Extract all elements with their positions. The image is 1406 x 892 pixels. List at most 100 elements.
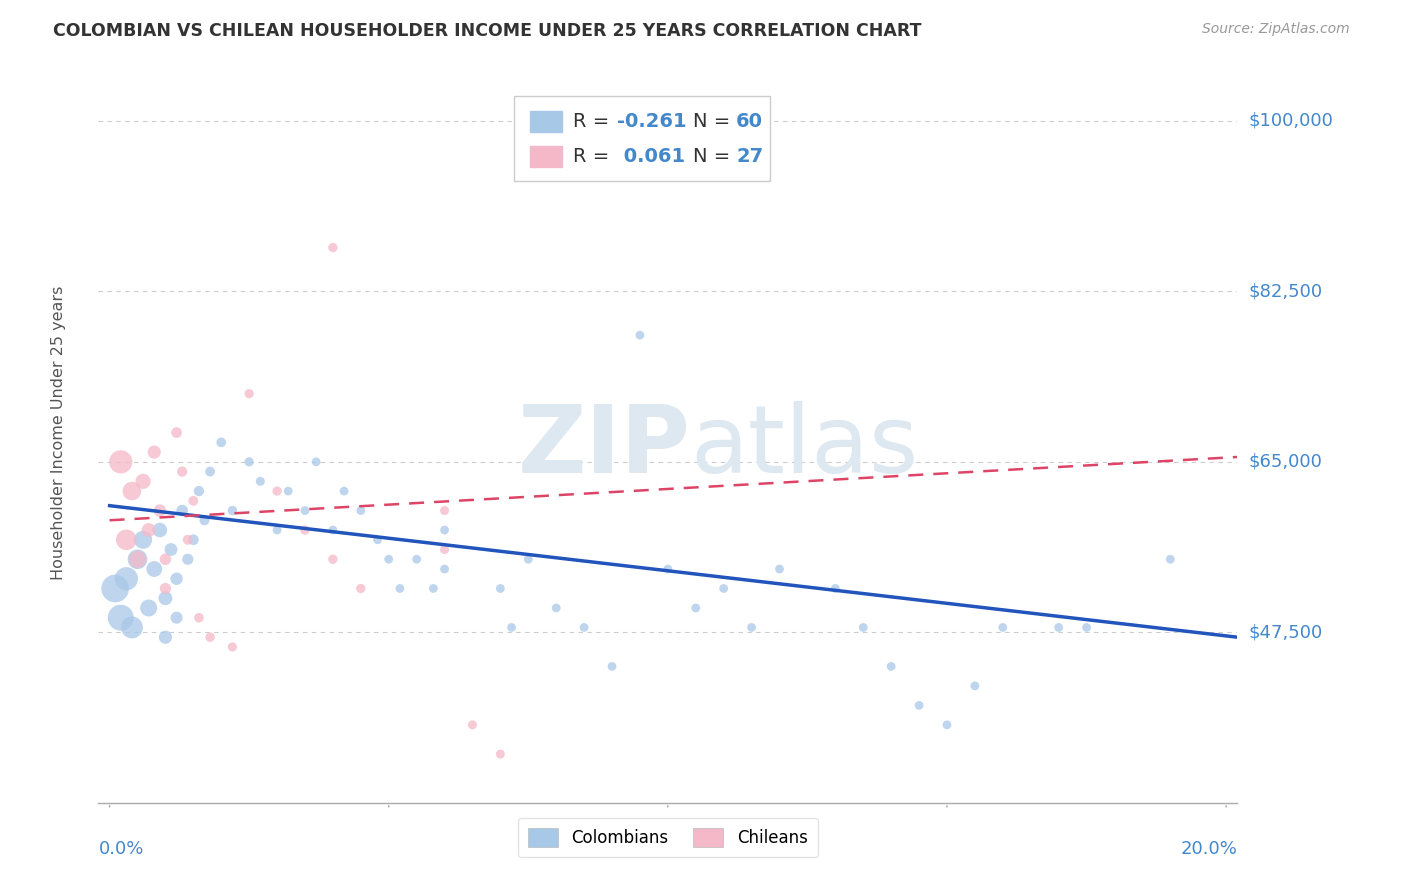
- Point: [388, 582, 411, 596]
- Point: [377, 552, 399, 566]
- Point: [155, 582, 177, 596]
- FancyBboxPatch shape: [515, 95, 770, 181]
- Point: [187, 610, 209, 624]
- Point: [155, 552, 177, 566]
- Point: [177, 552, 200, 566]
- Point: [936, 718, 959, 732]
- Point: [1159, 552, 1181, 566]
- Point: [422, 582, 444, 596]
- Legend: Colombians, Chileans: Colombians, Chileans: [517, 818, 818, 857]
- Point: [880, 659, 903, 673]
- Point: [149, 503, 172, 517]
- Text: 0.061: 0.061: [617, 147, 685, 166]
- Text: $82,500: $82,500: [1249, 283, 1323, 301]
- Point: [183, 493, 205, 508]
- Point: [121, 620, 143, 634]
- Point: [143, 562, 166, 576]
- Point: [824, 582, 846, 596]
- Point: [852, 620, 875, 634]
- Point: [209, 435, 232, 450]
- Text: N =: N =: [693, 147, 737, 166]
- Point: [433, 542, 456, 557]
- Point: [1047, 620, 1070, 634]
- Point: [572, 620, 595, 634]
- Point: [433, 562, 456, 576]
- Point: [991, 620, 1014, 634]
- Text: 0.0%: 0.0%: [98, 840, 143, 858]
- Text: $47,500: $47,500: [1249, 624, 1323, 641]
- Point: [198, 630, 221, 644]
- Text: COLOMBIAN VS CHILEAN HOUSEHOLDER INCOME UNDER 25 YEARS CORRELATION CHART: COLOMBIAN VS CHILEAN HOUSEHOLDER INCOME …: [53, 22, 922, 40]
- Point: [322, 523, 344, 537]
- Point: [166, 572, 188, 586]
- Text: $100,000: $100,000: [1249, 112, 1333, 130]
- Point: [155, 591, 177, 606]
- Text: Source: ZipAtlas.com: Source: ZipAtlas.com: [1202, 22, 1350, 37]
- Point: [138, 601, 160, 615]
- Point: [501, 620, 523, 634]
- Point: [143, 445, 166, 459]
- Point: [546, 601, 568, 615]
- Text: -0.261: -0.261: [617, 112, 686, 131]
- Point: [305, 455, 328, 469]
- Point: [115, 572, 138, 586]
- Point: [138, 523, 160, 537]
- Point: [350, 503, 373, 517]
- Point: [657, 562, 679, 576]
- Point: [350, 582, 373, 596]
- Point: [166, 425, 188, 440]
- Text: atlas: atlas: [690, 401, 920, 493]
- Point: [238, 386, 260, 401]
- Point: [166, 610, 188, 624]
- Text: $65,000: $65,000: [1249, 453, 1322, 471]
- Text: R =: R =: [574, 147, 616, 166]
- Point: [160, 542, 183, 557]
- Bar: [530, 146, 562, 167]
- Point: [489, 582, 512, 596]
- Point: [104, 582, 127, 596]
- Point: [266, 484, 288, 499]
- Point: [768, 562, 790, 576]
- Point: [908, 698, 931, 713]
- Point: [249, 475, 271, 489]
- Point: [132, 475, 155, 489]
- Text: R =: R =: [574, 112, 616, 131]
- Point: [115, 533, 138, 547]
- Point: [322, 240, 344, 254]
- Point: [110, 610, 132, 624]
- Point: [238, 455, 260, 469]
- Point: [172, 503, 194, 517]
- Point: [294, 503, 316, 517]
- Point: [433, 523, 456, 537]
- Text: Householder Income Under 25 years: Householder Income Under 25 years: [51, 285, 66, 580]
- Point: [405, 552, 427, 566]
- Point: [322, 552, 344, 566]
- Point: [127, 552, 149, 566]
- Point: [489, 747, 512, 761]
- Point: [741, 620, 763, 634]
- Point: [294, 523, 316, 537]
- Text: 60: 60: [737, 112, 763, 131]
- Point: [183, 533, 205, 547]
- Point: [266, 523, 288, 537]
- Point: [172, 465, 194, 479]
- Point: [110, 455, 132, 469]
- Point: [628, 328, 651, 343]
- Point: [333, 484, 356, 499]
- Point: [155, 630, 177, 644]
- Point: [121, 484, 143, 499]
- Point: [433, 503, 456, 517]
- Point: [193, 513, 215, 527]
- Point: [149, 523, 172, 537]
- Point: [713, 582, 735, 596]
- Point: [1076, 620, 1098, 634]
- Point: [127, 552, 149, 566]
- Point: [517, 552, 540, 566]
- Bar: [530, 112, 562, 132]
- Text: 27: 27: [737, 147, 763, 166]
- Text: N =: N =: [693, 112, 737, 131]
- Point: [367, 533, 389, 547]
- Point: [221, 503, 243, 517]
- Point: [132, 533, 155, 547]
- Point: [277, 484, 299, 499]
